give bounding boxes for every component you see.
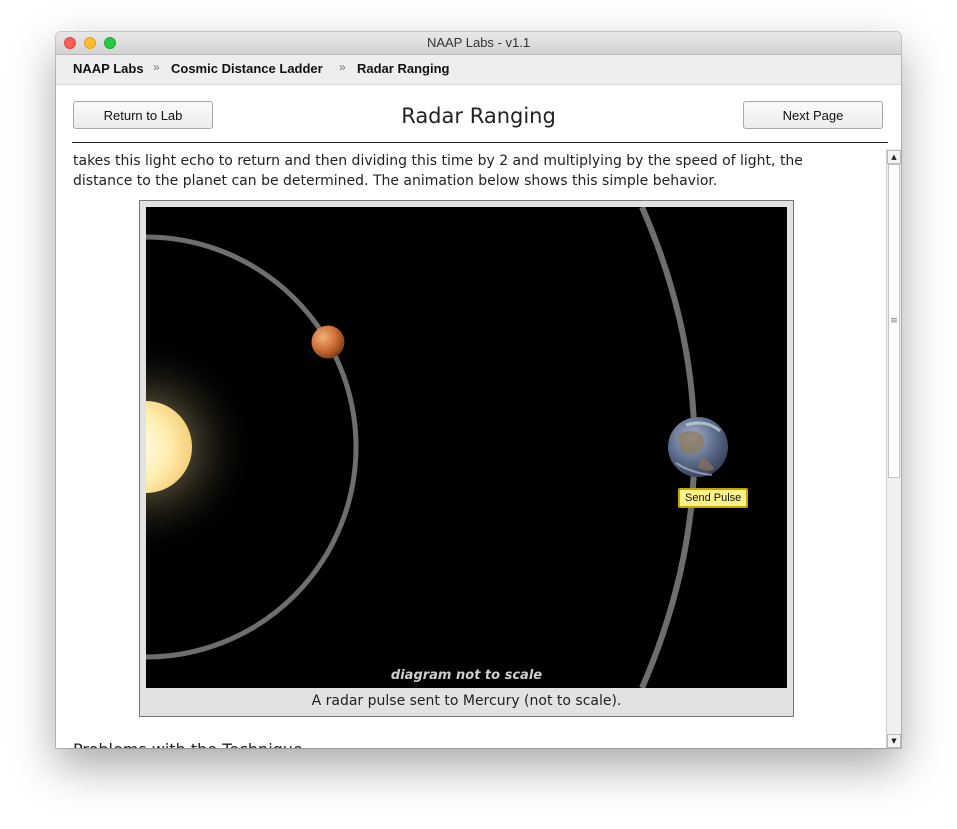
return-to-lab-button[interactable]: Return to Lab (73, 101, 213, 129)
breadcrumb-item-naap-labs[interactable]: NAAP Labs (73, 61, 144, 76)
header-divider (72, 142, 888, 143)
sun-glow (146, 337, 256, 557)
content-area: takes this light echo to return and then… (56, 144, 886, 748)
window-title: NAAP Labs - v1.1 (426, 35, 531, 50)
animation-figure: Send Pulse diagram not to scale A radar … (139, 200, 794, 717)
minimize-icon[interactable] (84, 37, 96, 49)
vertical-scrollbar[interactable]: ▲ ≡ ▼ (886, 149, 901, 748)
scroll-up-arrow[interactable]: ▲ (887, 150, 901, 164)
mercury-planet (311, 325, 345, 359)
radar-animation: Send Pulse diagram not to scale (146, 207, 787, 688)
orbit-diagram (146, 207, 728, 688)
section-heading: Problems with the Technique (73, 740, 303, 748)
maximize-icon[interactable] (104, 37, 116, 49)
scrollbar-thumb[interactable]: ≡ (888, 164, 900, 478)
scale-note: diagram not to scale (390, 668, 543, 683)
app-window: NAAP Labs - v1.1 NAAP Labs » Cosmic Dist… (56, 32, 901, 748)
body-paragraph: takes this light echo to return and then… (73, 153, 803, 189)
scroll-down-arrow[interactable]: ▼ (887, 734, 901, 748)
breadcrumb-item-radar-ranging: Radar Ranging (357, 61, 450, 76)
close-icon[interactable] (64, 37, 76, 49)
send-pulse-button[interactable]: Send Pulse (678, 488, 749, 508)
next-page-button[interactable]: Next Page (743, 101, 883, 129)
page-title: Radar Ranging (401, 104, 556, 128)
breadcrumb-item-cosmic-distance-ladder[interactable]: Cosmic Distance Ladder (171, 61, 323, 76)
page-header: Return to Lab Radar Ranging Next Page (56, 85, 901, 143)
title-bar[interactable]: NAAP Labs - v1.1 (56, 32, 901, 55)
breadcrumb: NAAP Labs » Cosmic Distance Ladder » Rad… (56, 55, 901, 85)
breadcrumb-separator: » (339, 60, 346, 74)
mercury-orbit (146, 234, 359, 660)
earth-planet (668, 417, 728, 477)
breadcrumb-separator: » (153, 60, 160, 74)
figure-caption: A radar pulse sent to Mercury (not to sc… (311, 693, 622, 709)
sun (146, 401, 192, 493)
